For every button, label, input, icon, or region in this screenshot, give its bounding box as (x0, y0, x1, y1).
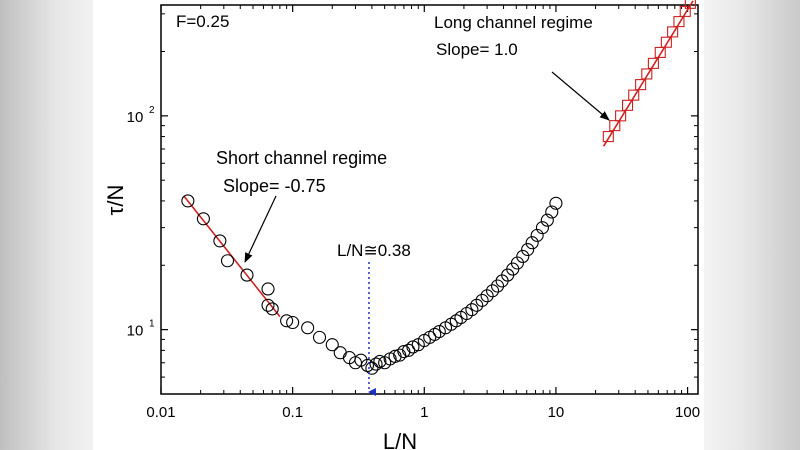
data-point-circle (286, 315, 300, 330)
data-point-circle (365, 361, 379, 375)
data-point-circle (240, 268, 254, 282)
parameter-label: F=0.25 (176, 12, 229, 31)
y-axis-label: τ/N (103, 185, 128, 216)
data-point-circle (280, 314, 294, 328)
y-tick-label: 10 (127, 323, 144, 340)
long-regime-title: Long channel regime (434, 13, 593, 32)
x-tick-label: 10 (548, 404, 565, 421)
plot-frame (160, 4, 699, 395)
minimum-label: L/N≅0.38 (337, 241, 411, 260)
data-point-circle (490, 279, 505, 293)
data-point-circle (465, 303, 479, 317)
figure-panel: 0.01 0.1 1 10 100 10 1 10 2 F=0.25 Short channel… (93, 0, 704, 450)
long-regime-fit-line (602, 0, 694, 147)
left-background-panel (0, 0, 93, 450)
data-point-circle (333, 346, 347, 360)
data-point-square (660, 36, 672, 48)
data-point-circle (196, 212, 210, 226)
data-point-circle (510, 256, 524, 270)
data-point-circle (475, 293, 489, 307)
data-point-square (641, 68, 653, 80)
short-regime-title: Short channel regime (216, 148, 387, 168)
x-tick-label: 1 (420, 404, 428, 421)
data-point-circle (485, 284, 500, 298)
data-point-circle (549, 196, 563, 210)
data-point-circle (540, 213, 554, 227)
data-point-circle (521, 242, 535, 257)
right-background-panel (704, 0, 800, 450)
data-point-circle (535, 221, 550, 235)
data-point-square (635, 79, 647, 91)
data-point-circle (213, 234, 227, 248)
x-axis-label: L/N (383, 429, 417, 450)
data-point-square (684, 0, 696, 9)
data-point-circle (545, 205, 559, 219)
data-point-square (622, 99, 634, 111)
chart-svg: 0.01 0.1 1 10 100 10 1 10 2 F=0.25 Short channel… (103, 0, 700, 450)
data-point-circle (220, 254, 235, 268)
y-tick-label: 10 (127, 109, 144, 126)
y-tick-exponent: 2 (149, 105, 155, 116)
long-regime-arrow (551, 71, 610, 121)
short-regime-arrow (244, 195, 277, 263)
long-regime-slope: Slope= 1.0 (436, 40, 518, 59)
data-point-circle (325, 338, 339, 352)
data-point-circle (373, 354, 387, 368)
data-point-square (615, 110, 627, 122)
y-tick-exponent: 1 (149, 319, 155, 330)
data-point-square (654, 46, 666, 58)
data-point-circle (265, 302, 279, 316)
short-regime-slope: Slope= -0.75 (223, 176, 326, 196)
x-tick-label: 100 (675, 404, 700, 421)
data-point-circle (449, 314, 463, 328)
data-point-circle (181, 194, 195, 208)
data-point-circle (261, 282, 275, 296)
data-point-circle (516, 249, 530, 263)
data-point-square (628, 89, 640, 101)
data-point-circle (261, 298, 275, 312)
data-point-circle (369, 357, 383, 371)
data-point-circle (312, 330, 327, 344)
data-point-square (602, 131, 614, 143)
data-point-circle (432, 324, 446, 339)
x-tick-label: 0.01 (146, 404, 175, 421)
data-point-circle (301, 321, 315, 335)
data-point-square (647, 57, 659, 69)
data-point-square (673, 16, 685, 28)
data-point-circle (402, 343, 416, 357)
x-tick-label: 0.1 (282, 404, 303, 421)
data-point-circle (525, 236, 539, 250)
data-point-square (609, 120, 621, 132)
data-point-square (667, 26, 679, 38)
data-point-circle (354, 353, 368, 367)
